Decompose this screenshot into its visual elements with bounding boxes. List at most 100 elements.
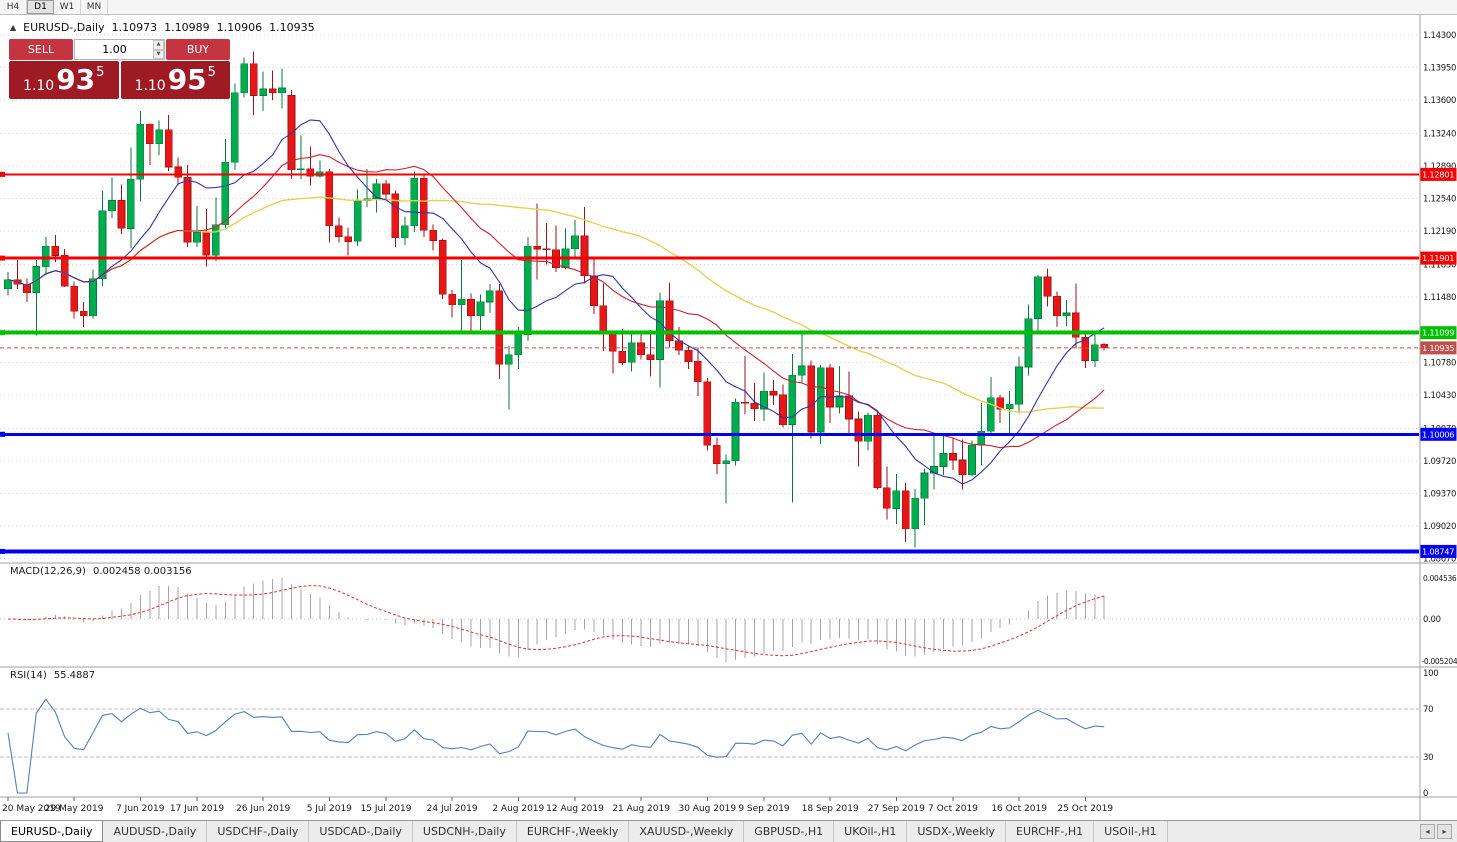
timeframe-buttons: H4 D1 W1 MN <box>0 0 108 14</box>
svg-text:24 Jul 2019: 24 Jul 2019 <box>427 804 478 814</box>
svg-text:15 Jul 2019: 15 Jul 2019 <box>361 804 412 814</box>
chart-tab-label: USOil-,H1 <box>1104 825 1157 838</box>
svg-text:9 Sep 2019: 9 Sep 2019 <box>738 804 790 814</box>
volume-spinner: ▲ ▼ <box>153 40 164 59</box>
chart-tab-usdcad-daily[interactable]: USDCAD-,Daily <box>309 821 413 842</box>
chart-tab-eurusd-daily[interactable]: EURUSD-,Daily <box>0 821 104 842</box>
tab-scroll-controls: ◂ ▸ <box>1415 821 1457 842</box>
svg-text:2 Aug 2019: 2 Aug 2019 <box>492 804 544 814</box>
svg-text:1.11901: 1.11901 <box>1422 253 1454 263</box>
candles-layer <box>4 51 1109 548</box>
svg-text:1.14300: 1.14300 <box>1423 31 1456 41</box>
chart-tab-usdchf-daily[interactable]: USDCHF-,Daily <box>207 821 310 842</box>
chart-tab-usdcnh-daily[interactable]: USDCNH-,Daily <box>413 821 517 842</box>
price-scale[interactable] <box>1420 15 1457 797</box>
tab-scroll-left-icon[interactable]: ◂ <box>1420 824 1435 839</box>
chart-tab-xauusd-weekly[interactable]: XAUUSD-,Weekly <box>629 821 745 842</box>
svg-text:1.10935: 1.10935 <box>1422 343 1454 353</box>
chart-tab-label: EURCHF-,Weekly <box>526 825 619 838</box>
svg-text:20 May 2019: 20 May 2019 <box>2 804 61 814</box>
svg-text:1.11480: 1.11480 <box>1423 293 1456 303</box>
chart-tab-label: USDX-,Weekly <box>917 825 996 838</box>
timeframe-button-d1[interactable]: D1 <box>27 0 54 14</box>
chart-tabs: EURUSD-,Daily AUDUSD-,Daily USDCHF-,Daily U… <box>0 821 1415 842</box>
volume-field[interactable]: ▲ ▼ <box>74 39 165 60</box>
macd-histogram <box>16 578 1105 662</box>
chart-title: ▲ EURUSD-,Daily 1.10973 1.10989 1.10906 … <box>10 21 315 34</box>
timeframe-button-w1[interactable]: W1 <box>54 0 81 14</box>
sell-price-panel[interactable]: 1.10 93 5 <box>9 61 119 99</box>
volume-up-button[interactable]: ▲ <box>153 40 164 50</box>
chart-tab-bar: EURUSD-,Daily AUDUSD-,Daily USDCHF-,Daily U… <box>0 820 1457 842</box>
ohlc-open: 1.10973 <box>111 21 158 34</box>
svg-text:30 Aug 2019: 30 Aug 2019 <box>678 804 736 814</box>
chart-tab-label: USDCHF-,Daily <box>217 825 299 838</box>
sell-price-point: 5 <box>96 65 105 80</box>
chart-tab-audusd-daily[interactable]: AUDUSD-,Daily <box>103 821 208 842</box>
chart-tab-label: USDCNH-,Daily <box>422 825 506 838</box>
svg-text:27 Sep 2019: 27 Sep 2019 <box>868 804 925 814</box>
buy-price-panel[interactable]: 1.10 95 5 <box>120 61 230 99</box>
rsi-name: RSI(14) <box>10 670 47 681</box>
svg-text:7 Jun 2019: 7 Jun 2019 <box>116 804 165 814</box>
chart-tab-usoil-h1[interactable]: USOil-,H1 <box>1094 821 1168 842</box>
sell-price-pips: 93 <box>56 63 96 96</box>
volume-down-button[interactable]: ▼ <box>153 49 164 59</box>
timeframe-button-h4[interactable]: H4 <box>0 0 27 14</box>
svg-text:29 May 2019: 29 May 2019 <box>45 804 104 814</box>
chart-window: 1.14300 1.13950 1.13600 1.13240 1.12890 1.125… <box>0 15 1457 820</box>
buy-price-point: 5 <box>207 65 216 80</box>
svg-text:16 Oct 2019: 16 Oct 2019 <box>991 804 1047 814</box>
chart-tab-gbpusd-h1[interactable]: GBPUSD-,H1 <box>744 821 835 842</box>
buy-price-pips: 95 <box>167 63 207 96</box>
svg-text:1.13600: 1.13600 <box>1423 96 1456 106</box>
svg-text:7 Oct 2019: 7 Oct 2019 <box>928 804 978 814</box>
sell-button[interactable]: SELL <box>9 39 73 60</box>
timeframe-toolbar: H4 D1 W1 MN <box>0 0 1457 15</box>
chart-tab-ukoil-h1[interactable]: UKOil-,H1 <box>834 821 908 842</box>
svg-text:1.12540: 1.12540 <box>1423 195 1456 205</box>
chart-tab-label: EURUSD-,Daily <box>11 824 93 838</box>
svg-text:5 Jul 2019: 5 Jul 2019 <box>307 804 352 814</box>
svg-text:1.08747: 1.08747 <box>1422 546 1454 556</box>
svg-text:-0.005204: -0.005204 <box>1422 657 1457 666</box>
chart-tab-usdx-weekly[interactable]: USDX-,Weekly <box>907 821 1007 842</box>
time-scale[interactable] <box>0 797 1420 820</box>
svg-text:18 Sep 2019: 18 Sep 2019 <box>802 804 859 814</box>
chart-tab-eurchf-h1[interactable]: EURCHF-,H1 <box>1006 821 1095 842</box>
timeframe-button-mn[interactable]: MN <box>81 0 108 14</box>
svg-text:1.11830: 1.11830 <box>1423 261 1456 271</box>
chart-symbol-period: EURUSD-,Daily <box>23 21 105 34</box>
svg-text:1.09020: 1.09020 <box>1423 522 1456 532</box>
chart-tab-eurchf-weekly[interactable]: EURCHF-,Weekly <box>517 821 630 842</box>
volume-input[interactable] <box>75 40 164 59</box>
svg-text:1.13950: 1.13950 <box>1423 64 1456 74</box>
svg-text:0.00: 0.00 <box>1423 615 1441 625</box>
ohlc-low: 1.10906 <box>216 21 263 34</box>
svg-text:0.004536: 0.004536 <box>1423 574 1457 583</box>
svg-text:1.12190: 1.12190 <box>1423 227 1456 237</box>
svg-text:1.08670: 1.08670 <box>1423 555 1456 565</box>
chart-tab-label: AUDUSD-,Daily <box>113 825 197 838</box>
tab-scroll-right-icon[interactable]: ▸ <box>1437 824 1452 839</box>
svg-text:17 Jun 2019: 17 Jun 2019 <box>170 804 224 814</box>
ohlc-close: 1.10935 <box>269 21 315 34</box>
svg-text:1.09720: 1.09720 <box>1423 457 1456 467</box>
buy-price-prefix: 1.10 <box>134 78 166 94</box>
collapse-marker-icon[interactable]: ▲ <box>10 23 17 32</box>
svg-text:1.12890: 1.12890 <box>1423 162 1456 172</box>
rsi-indicator-label: RSI(14) 55.4887 <box>10 670 95 681</box>
svg-text:70: 70 <box>1423 705 1433 715</box>
chart-canvas[interactable]: 1.14300 1.13950 1.13600 1.13240 1.12890 1.125… <box>0 15 1457 820</box>
svg-text:21 Aug 2019: 21 Aug 2019 <box>612 804 670 814</box>
svg-text:25 Oct 2019: 25 Oct 2019 <box>1057 804 1113 814</box>
svg-text:30: 30 <box>1423 753 1433 763</box>
sell-price-prefix: 1.10 <box>23 78 55 94</box>
macd-values: 0.002458 0.003156 <box>92 566 192 577</box>
svg-text:26 Jun 2019: 26 Jun 2019 <box>236 804 290 814</box>
buy-button[interactable]: BUY <box>166 39 230 60</box>
chart-tab-label: USDCAD-,Daily <box>319 825 402 838</box>
ohlc-high: 1.10989 <box>164 21 210 34</box>
one-click-trading-widget: SELL ▲ ▼ BUY 1.10 93 5 1.10 95 5 <box>9 39 230 99</box>
svg-text:1.11099: 1.11099 <box>1422 328 1454 338</box>
